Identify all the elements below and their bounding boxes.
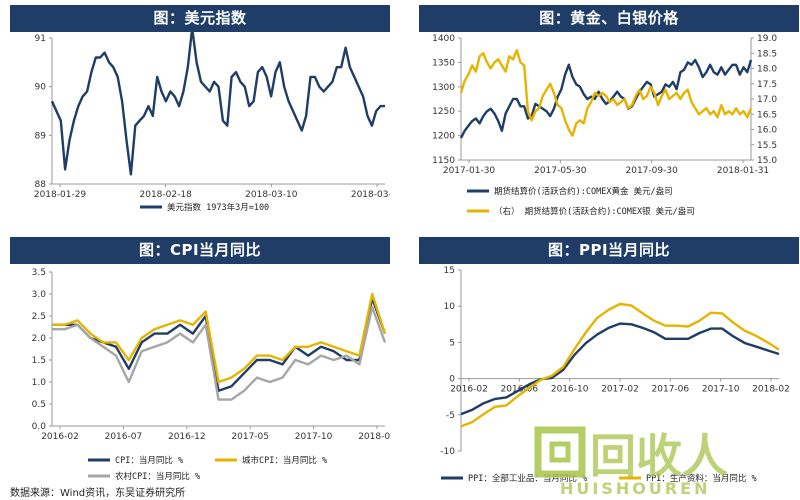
y2-tick-label: 17.0 — [757, 95, 777, 105]
y-tick-label: 1300 — [432, 83, 455, 93]
series-line-3 — [52, 306, 387, 401]
y-tick-label: 1400 — [432, 34, 455, 44]
x-tick-label: 2016-12 — [168, 432, 206, 442]
ppi-title: 图：PPI当月同比 — [419, 237, 799, 264]
x-tick-label: 2016-02 — [450, 385, 488, 395]
y-tick-label: 0.5 — [32, 400, 46, 410]
legend-label: 农村CPI：当月同比 % — [115, 471, 200, 482]
usd-index-chart: 88 89 90 91 2018-01-29 2018-02-18 2018-03-10 20… — [34, 32, 390, 213]
watermark-logo: 回收人 HUISHOUREN — [534, 426, 728, 498]
y-tick-label: 91 — [35, 34, 46, 44]
x-tick-label: 2017-01-30 — [443, 166, 496, 176]
y-tick-label: 15 — [444, 266, 455, 276]
y-tick-label: -5 — [446, 411, 455, 421]
x-tick-label: 2018-03 — [358, 432, 390, 442]
series-line-2 — [52, 292, 387, 384]
y2-tick-label: 15.0 — [757, 156, 777, 166]
y2-tick-label: 18.5 — [757, 49, 777, 59]
legend-label: （右） 期货结算价(活跃合约):COMEX银 美元/盎司 — [494, 206, 695, 217]
y-tick-label: 0.0 — [32, 422, 47, 432]
x-tick-label: 2017-10 — [295, 432, 333, 442]
usd-index-title: 图：美元指数 — [10, 5, 390, 32]
y-tick-label: 1150 — [432, 156, 455, 166]
x-tick-label: 2018-03-30 — [351, 190, 390, 200]
x-tick-label: 2018-03-10 — [245, 190, 298, 200]
x-tick-label: 2016-07 — [105, 432, 143, 442]
x-tick-label: 2018-01-31 — [717, 166, 769, 176]
y2-tick-label: 15.5 — [757, 141, 777, 151]
y2-tick-label: 19.0 — [757, 34, 777, 44]
data-source-note: 数据来源：Wind资讯，东吴证券研究所 — [10, 488, 186, 499]
y-tick-label: 1.5 — [32, 356, 46, 366]
y-tick-label: 2.0 — [32, 334, 47, 344]
x-tick-label: 2018-01-29 — [34, 190, 87, 200]
x-tick-label: 2017-05 — [231, 432, 269, 442]
gold-silver-panel: 图：黄金、白银价格 1150 1200 1250 1300 1350 1400 15.0 15… — [419, 5, 799, 225]
y-tick-label: -10 — [440, 447, 455, 457]
x-tick-label: 2018-02 — [752, 385, 790, 395]
y-tick-label: 0 — [449, 375, 455, 385]
x-tick-label: 2017-06 — [652, 385, 690, 395]
y-tick-label: 10 — [444, 302, 456, 312]
cpi-chart: 0.0 0.5 1.0 1.5 2.0 2.5 3.0 3.5 2016-02 2016-07 20… — [32, 268, 390, 482]
usd-index-panel: 图：美元指数 88 89 90 91 2018-01-29 2018-02-18 2018-… — [10, 5, 390, 225]
watermark-text: 回收人 — [590, 429, 728, 483]
y-tick-label: 1200 — [432, 132, 455, 142]
series-line-2 — [460, 302, 780, 428]
y-tick-label: 1350 — [432, 58, 455, 68]
y2-tick-label: 16.5 — [757, 110, 777, 120]
cpi-title: 图：CPI当月同比 — [10, 237, 390, 264]
legend-label: CPI：当月同比 % — [115, 455, 183, 466]
y-tick-label: 88 — [35, 180, 47, 190]
y-tick-label: 2.5 — [32, 312, 46, 322]
ppi-panel: 图：PPI当月同比 -10 -5 0 5 10 15 2016-02 2016-06 2016-… — [419, 237, 799, 484]
x-tick-label: 2017-05-30 — [534, 166, 587, 176]
series-line-2 — [459, 49, 753, 137]
x-tick-label: 2016-02 — [41, 432, 79, 442]
y2-tick-label: 18.0 — [757, 65, 777, 75]
watermark-subtext: HUISHOUREN — [560, 479, 710, 498]
y-tick-label: 1250 — [432, 107, 455, 117]
legend-label: 城市CPI：当月同比 % — [242, 455, 327, 466]
y-tick-label: 1.0 — [32, 378, 47, 388]
cpi-panel: 图：CPI当月同比 0.0 0.5 1.0 1.5 2.0 2.5 3.0 3.5 2016-0… — [10, 237, 390, 482]
legend-label: PPI：生产资料：当月同比 % — [646, 473, 757, 484]
series-line-1 — [459, 58, 753, 139]
y-tick-label: 89 — [35, 131, 47, 141]
legend-label: 美元指数 1973年3月=100 — [167, 202, 269, 213]
series-line-1 — [460, 322, 780, 416]
y-tick-label: 90 — [35, 83, 47, 93]
series-line-1 — [52, 297, 387, 393]
y-tick-label: 5 — [449, 338, 455, 348]
y-tick-label: 3.5 — [32, 268, 46, 278]
y-tick-label: 3.0 — [32, 290, 47, 300]
y2-tick-label: 16.0 — [757, 126, 777, 136]
gold-silver-chart: 1150 1200 1250 1300 1350 1400 15.0 15.5 16.0 16.5… — [432, 34, 777, 217]
x-tick-label: 2018-02-18 — [140, 190, 193, 200]
y2-tick-label: 17.5 — [757, 80, 777, 90]
gold-silver-title: 图：黄金、白银价格 — [419, 5, 799, 32]
x-tick-label: 2017-10 — [702, 385, 740, 395]
x-tick-label: 2016-10 — [551, 385, 589, 395]
legend-label: PPI：全部工业品：当月同比 % — [468, 473, 587, 484]
x-tick-label: 2017-02 — [601, 385, 639, 395]
series-line-1 — [50, 32, 385, 176]
legend-label: 期货结算价(活跃合约):COMEX黄金 美元/盎司 — [494, 186, 673, 197]
x-tick-label: 2017-09-30 — [626, 166, 679, 176]
